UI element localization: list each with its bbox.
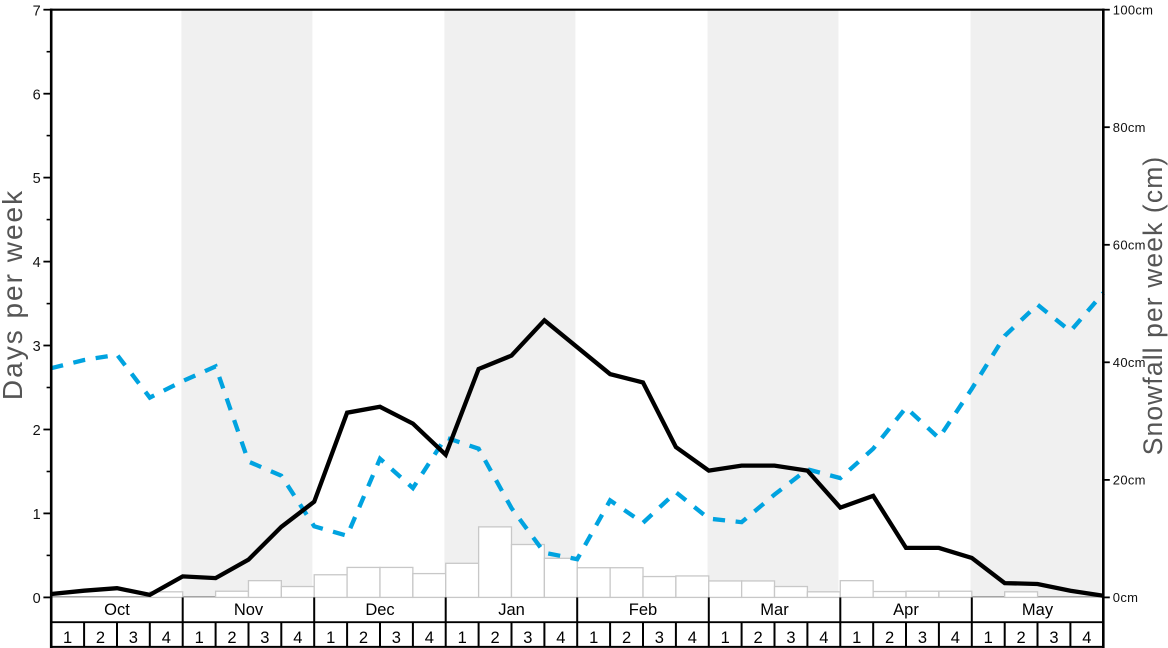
svg-text:4: 4 (425, 629, 434, 647)
svg-text:40cm: 40cm (1113, 355, 1146, 370)
svg-text:1: 1 (852, 629, 861, 647)
svg-text:Feb: Feb (629, 601, 657, 619)
svg-text:4: 4 (162, 629, 171, 647)
svg-text:6: 6 (33, 87, 41, 103)
svg-text:0cm: 0cm (1113, 590, 1138, 605)
svg-text:Oct: Oct (104, 601, 130, 619)
svg-text:2: 2 (754, 629, 763, 647)
svg-text:5: 5 (33, 171, 41, 187)
svg-text:4: 4 (33, 255, 41, 271)
svg-text:3: 3 (33, 339, 41, 355)
svg-text:2: 2 (359, 629, 368, 647)
svg-text:4: 4 (1082, 629, 1091, 647)
svg-text:Mar: Mar (760, 601, 789, 619)
svg-text:2: 2 (622, 629, 631, 647)
svg-text:4: 4 (819, 629, 828, 647)
svg-text:1: 1 (63, 629, 72, 647)
svg-text:7: 7 (33, 3, 41, 19)
svg-text:20cm: 20cm (1113, 473, 1146, 488)
svg-text:May: May (1022, 601, 1054, 619)
svg-text:1: 1 (589, 629, 598, 647)
svg-text:2: 2 (885, 629, 894, 647)
svg-text:Apr: Apr (893, 601, 919, 619)
svg-text:3: 3 (129, 629, 138, 647)
svg-text:1: 1 (984, 629, 993, 647)
svg-text:Jan: Jan (498, 601, 525, 619)
svg-text:3: 3 (260, 629, 269, 647)
svg-text:1: 1 (721, 629, 730, 647)
svg-text:2: 2 (491, 629, 500, 647)
svg-text:1: 1 (458, 629, 467, 647)
svg-text:3: 3 (523, 629, 532, 647)
svg-text:4: 4 (556, 629, 565, 647)
svg-text:3: 3 (392, 629, 401, 647)
svg-text:3: 3 (786, 629, 795, 647)
svg-text:Days per week: Days per week (0, 189, 28, 400)
svg-text:2: 2 (33, 423, 41, 439)
svg-text:60cm: 60cm (1113, 237, 1146, 252)
svg-text:1: 1 (326, 629, 335, 647)
svg-text:4: 4 (951, 629, 960, 647)
svg-text:1: 1 (195, 629, 204, 647)
svg-text:0: 0 (33, 591, 41, 607)
svg-text:4: 4 (688, 629, 697, 647)
svg-text:Nov: Nov (234, 601, 264, 619)
svg-text:3: 3 (655, 629, 664, 647)
svg-text:100cm: 100cm (1113, 2, 1154, 17)
svg-text:3: 3 (918, 629, 927, 647)
svg-text:2: 2 (96, 629, 105, 647)
svg-text:2: 2 (227, 629, 236, 647)
svg-text:80cm: 80cm (1113, 120, 1146, 135)
svg-text:Snowfall per week (cm): Snowfall per week (cm) (1138, 156, 1168, 456)
svg-text:4: 4 (293, 629, 302, 647)
svg-text:2: 2 (1017, 629, 1026, 647)
svg-text:1: 1 (33, 507, 41, 523)
svg-text:3: 3 (1049, 629, 1058, 647)
svg-text:Dec: Dec (365, 601, 394, 619)
